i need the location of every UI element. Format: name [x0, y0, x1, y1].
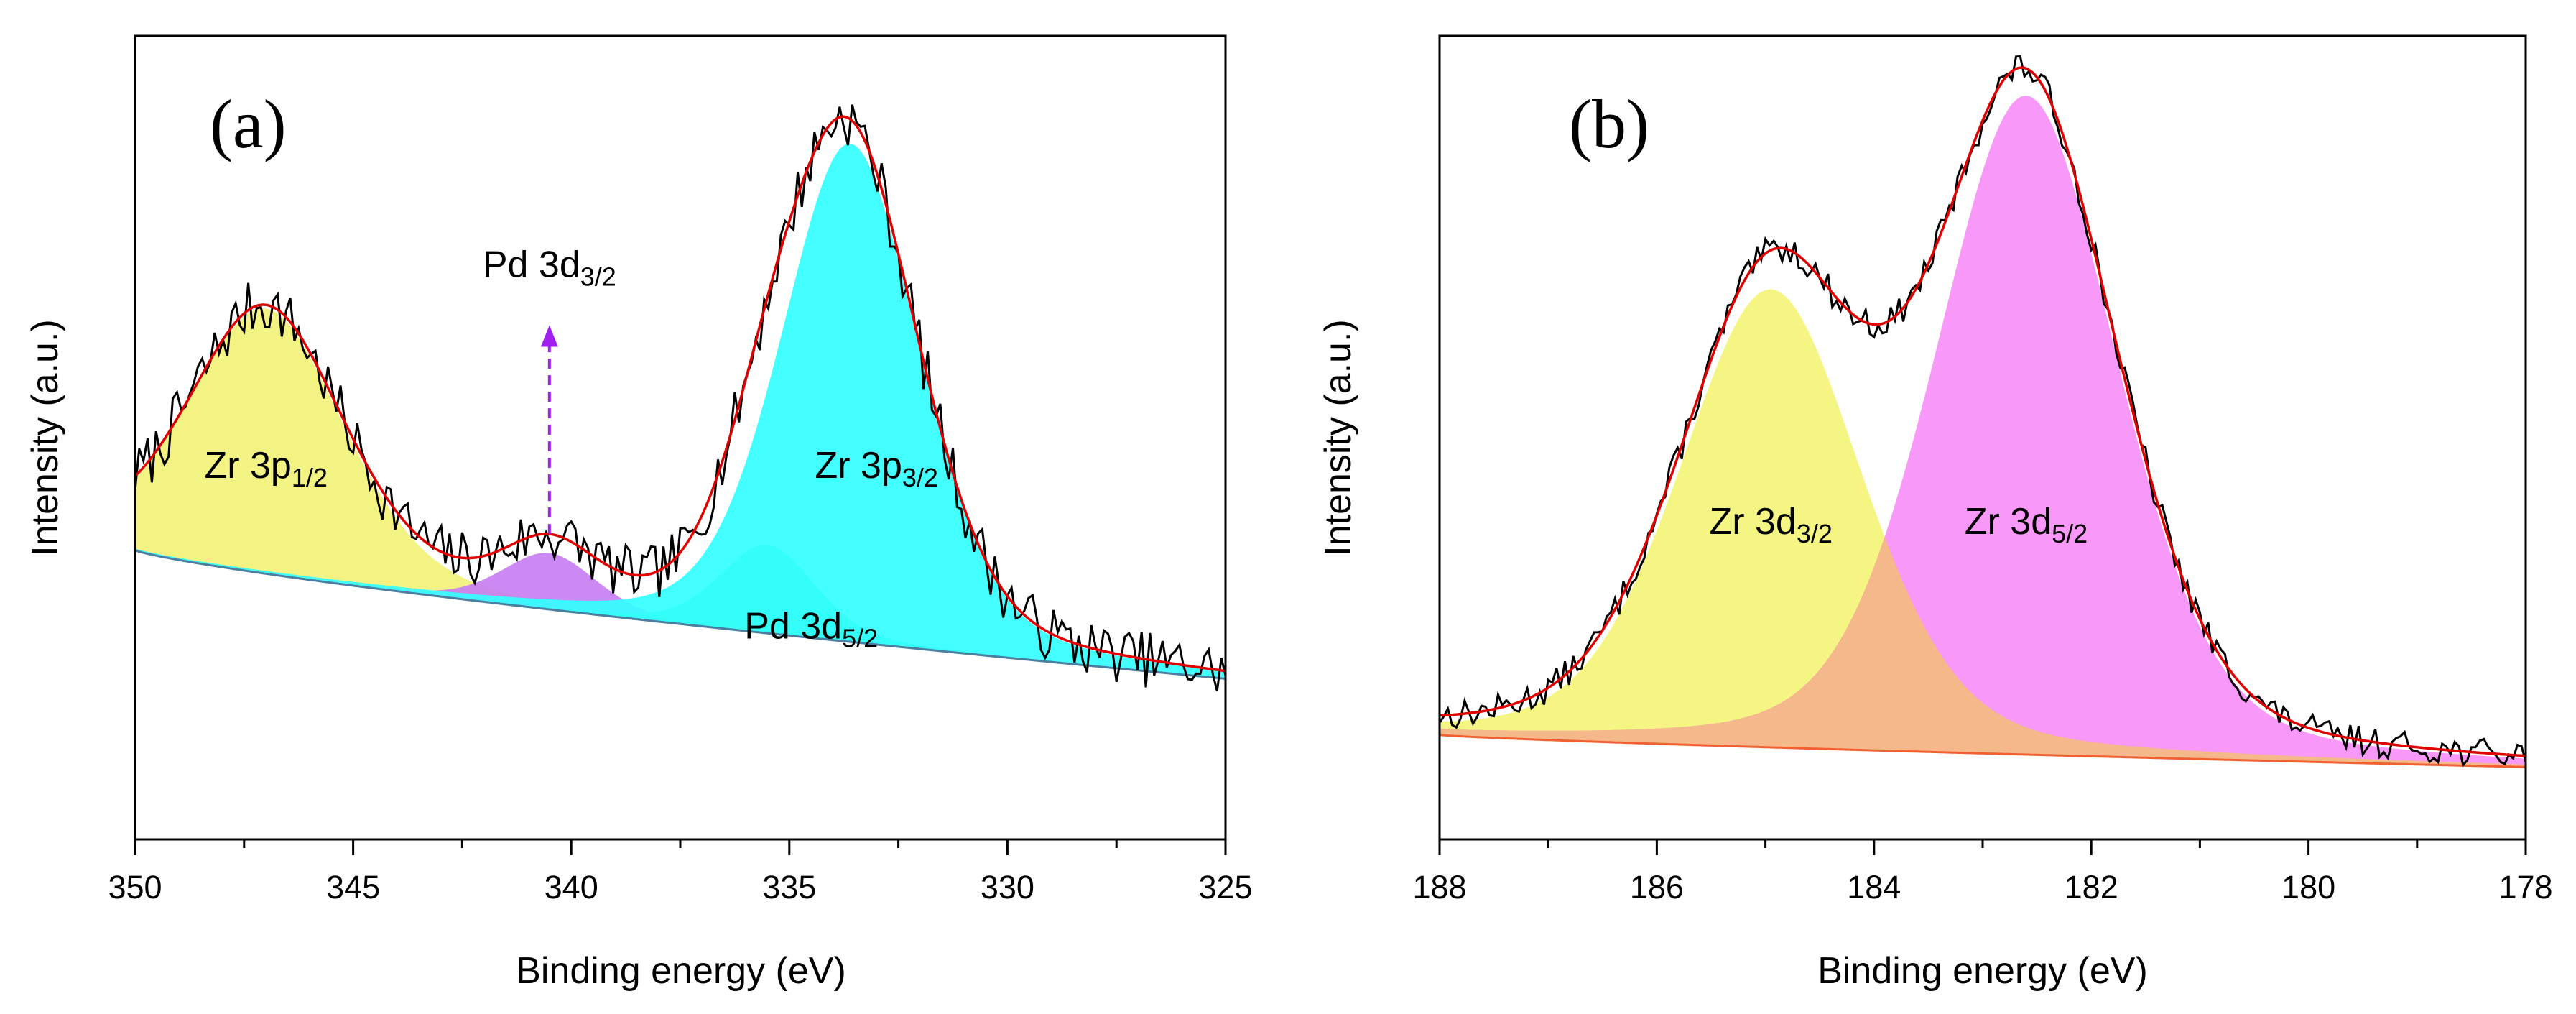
x-tick-label: 182	[2065, 869, 2118, 905]
component-fill-2	[1440, 96, 2526, 768]
baseline-line	[1439, 734, 2526, 768]
x-tick-label: 188	[1412, 869, 1466, 905]
panel-b-x-axis-title: Binding energy (eV)	[1817, 950, 2148, 992]
component-fill-1	[1440, 289, 2526, 768]
peak-label-1: Zr 3d3/2	[1709, 501, 1832, 548]
panel-b-lines	[1438, 55, 2527, 768]
component-fill-1	[135, 308, 1226, 679]
raw-data-line	[134, 104, 1227, 692]
panel-a-x-axis-title: Binding energy (eV)	[516, 950, 846, 992]
fit-envelope-line	[1440, 66, 2526, 757]
x-tick-label: 180	[2281, 869, 2335, 905]
component-fill-4	[135, 144, 1226, 679]
peak-label-1: Zr 3p1/2	[204, 445, 327, 492]
x-tick-label: 330	[981, 869, 1034, 905]
panel-a-lines	[134, 104, 1227, 692]
panel-b-ticks: 188 186 184 182 180 178	[1412, 839, 2553, 905]
x-tick-label: 184	[1847, 869, 1901, 905]
peak-label-2: Zr 3d5/2	[1965, 501, 2088, 548]
x-tick-label: 178	[2498, 869, 2552, 905]
panel-b-fills	[1440, 96, 2526, 768]
x-tick-label: 340	[545, 869, 598, 905]
peak-label-4: Zr 3p3/2	[815, 445, 938, 492]
fit-envelope-line	[134, 115, 1226, 673]
x-tick-label: 335	[762, 869, 816, 905]
panel-a-ticks: 350 345 340 335 330 325	[108, 839, 1253, 905]
panel-a-y-axis-title: Intensity (a.u.)	[24, 319, 66, 556]
panel-b-peak-labels: Zr 3d3/2 Zr 3d5/2	[1709, 501, 2088, 548]
peak-label-3: Pd 3d5/2	[744, 606, 878, 653]
panel-a-label: (a)	[210, 86, 287, 162]
baseline-line	[134, 549, 1226, 680]
x-tick-label: 325	[1198, 869, 1252, 905]
x-tick-label: 345	[326, 869, 380, 905]
panel-b-y-axis-title: Intensity (a.u.)	[1317, 319, 1359, 556]
overlap-fill	[1440, 537, 2526, 768]
panel-a-fills	[135, 144, 1226, 679]
x-tick-label: 186	[1630, 869, 1684, 905]
pd-3d3-2-arrow-head	[540, 325, 558, 347]
x-tick-label: 350	[108, 869, 162, 905]
panel-b: 188 186 184 182 180 178 Zr 3d3/2 Zr 3d5/2 (b) …	[1317, 34, 2553, 992]
panel-b-label: (b)	[1569, 86, 1649, 162]
peak-label-2: Pd 3d3/2	[483, 244, 616, 291]
panel-a-peak-labels: Zr 3p1/2 Pd 3d3/2 Pd 3d5/2 Zr 3p3/2	[204, 244, 938, 653]
panel-a: 350 345 340 335 330 325 Zr 3p1/2 Pd 3d3/2 Pd 3d…	[24, 34, 1253, 992]
